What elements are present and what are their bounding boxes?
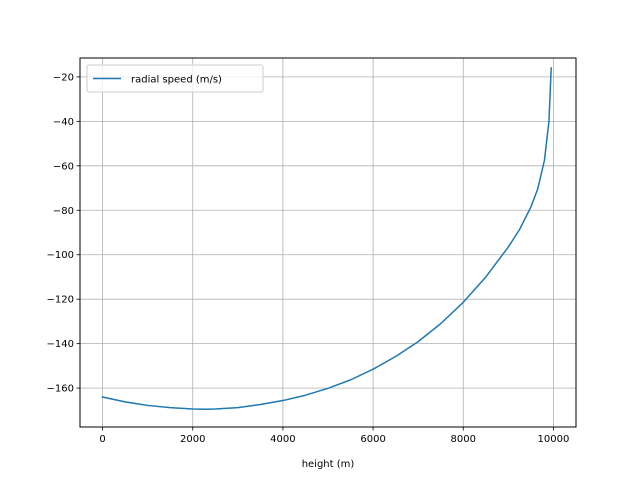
plot-frame (79, 57, 577, 428)
x-tick-label: 0 (99, 434, 105, 445)
x-axis-label: height (m) (302, 459, 355, 470)
y-tick-label: −60 (53, 161, 74, 172)
grid (80, 58, 576, 427)
y-tick-label: −100 (47, 250, 74, 261)
y-tick-label: −20 (53, 72, 74, 83)
series-layer (101, 67, 552, 410)
y-tick-label: −80 (53, 206, 74, 217)
x-tick-label: 4000 (270, 434, 295, 445)
x-tick-label: 2000 (180, 434, 205, 445)
x-axis-ticks: 0 2000 4000 6000 8000 10000 (99, 427, 569, 445)
x-tick-label: 10000 (538, 434, 570, 445)
y-tick-label: −120 (47, 295, 74, 306)
x-tick-label: 8000 (451, 434, 476, 445)
legend-entry-radial-speed: radial speed (m/s) (131, 75, 222, 86)
y-tick-label: −140 (47, 339, 74, 350)
series-line-0 (101, 67, 552, 410)
x-tick-label: 6000 (360, 434, 385, 445)
legend: radial speed (m/s) (86, 64, 264, 93)
legend-box (86, 64, 264, 93)
y-tick-label: −40 (53, 117, 74, 128)
y-axis-ticks: −160 −140 −120 −100 −80 −60 −40 −20 (47, 72, 80, 395)
y-tick-label: −160 (47, 384, 74, 395)
